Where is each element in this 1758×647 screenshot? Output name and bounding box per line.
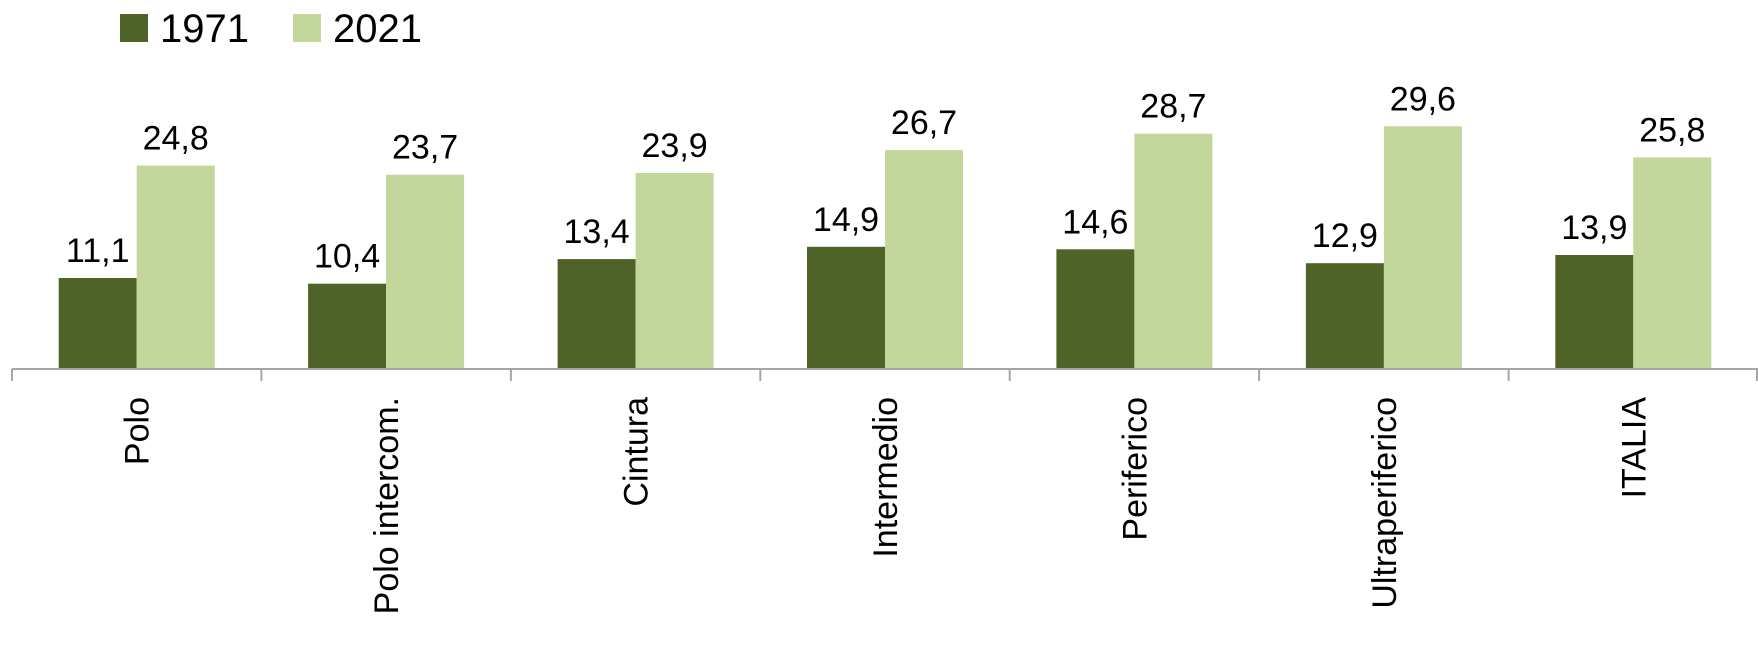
category-label-5: Periferico xyxy=(1116,397,1154,541)
bar-1971-5 xyxy=(1056,249,1135,369)
data-label-2021-6: 29,6 xyxy=(1390,80,1456,118)
data-label-1971-5: 14,6 xyxy=(1062,203,1128,241)
bar-2021-2 xyxy=(386,174,465,369)
value-labels-layer: 11,1 24,8 10,4 23,7 13,4 23,9 14,9 26,7 14,6 28,7… xyxy=(66,80,1706,275)
legend-swatch-1971 xyxy=(120,14,148,42)
category-label-4: Intermedio xyxy=(867,397,905,558)
bar-2021-7 xyxy=(1633,157,1712,369)
data-label-1971-1: 11,1 xyxy=(66,232,130,270)
data-label-2021-5: 28,7 xyxy=(1140,88,1206,126)
bars-layer xyxy=(58,126,1712,369)
data-label-2021-3: 23,9 xyxy=(642,127,708,165)
data-label-2021-7: 25,8 xyxy=(1639,111,1705,149)
legend-label-2021: 2021 xyxy=(333,7,422,51)
legend-label-1971: 1971 xyxy=(160,7,249,51)
category-label-2: Polo intercom. xyxy=(368,397,406,614)
bar-2021-5 xyxy=(1134,133,1213,369)
category-label-7: ITALIA xyxy=(1615,397,1653,499)
bar-1971-2 xyxy=(308,283,387,369)
bar-1971-3 xyxy=(557,259,636,369)
data-label-1971-3: 13,4 xyxy=(564,213,630,251)
bar-2021-4 xyxy=(885,150,963,369)
x-axis: Polo Polo intercom. Cintura Intermedio Perif… xyxy=(11,368,1758,614)
legend: 1971 2021 xyxy=(120,7,422,51)
category-label-3: Cintura xyxy=(618,397,656,507)
bar-2021-1 xyxy=(136,165,215,369)
data-label-1971-7: 13,9 xyxy=(1561,209,1627,247)
data-label-1971-2: 10,4 xyxy=(314,238,380,276)
bar-1971-6 xyxy=(1305,263,1384,369)
bar-2021-3 xyxy=(635,173,714,369)
data-label-2021-1: 24,8 xyxy=(143,120,209,158)
bar-1971-4 xyxy=(807,246,885,369)
category-label-6: Ultraperiferico xyxy=(1366,397,1404,609)
category-label-1: Polo xyxy=(119,397,157,465)
data-label-2021-2: 23,7 xyxy=(392,129,458,167)
legend-swatch-2021 xyxy=(292,14,321,42)
data-label-1971-6: 12,9 xyxy=(1312,217,1378,255)
bar-1971-1 xyxy=(58,278,137,369)
bar-2021-6 xyxy=(1383,126,1462,369)
bar-1971-7 xyxy=(1555,255,1634,369)
data-label-1971-4: 14,9 xyxy=(813,201,879,239)
data-label-2021-4: 26,7 xyxy=(891,104,957,142)
